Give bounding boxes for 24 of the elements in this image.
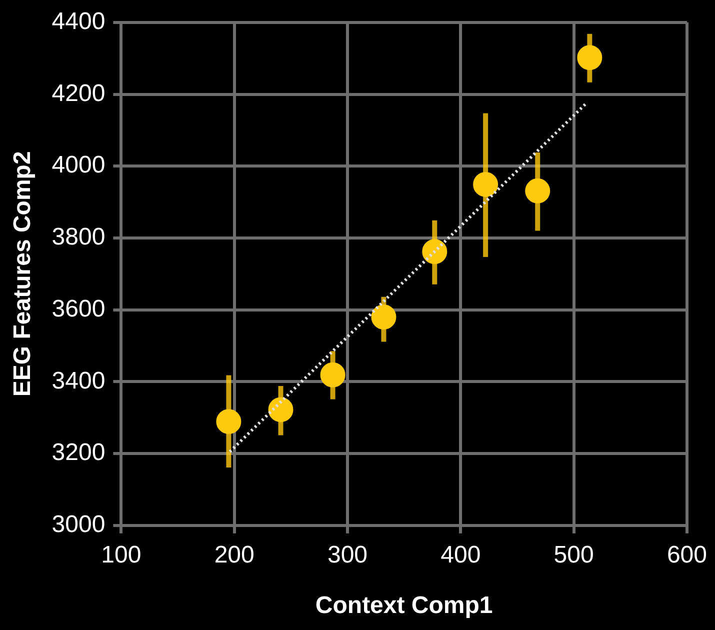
point <box>473 172 498 197</box>
point <box>525 178 550 204</box>
point <box>371 304 396 330</box>
y-tick-label: 3200 <box>52 439 106 466</box>
y-tick-label: 3000 <box>52 511 106 538</box>
y-tick-label: 4400 <box>52 8 106 36</box>
x-tick-label: 100 <box>101 541 142 568</box>
x-tick-label: 300 <box>327 541 368 568</box>
point <box>577 45 602 70</box>
y-axis-title: EEG Features Comp2 <box>9 151 36 397</box>
y-tick-label: 4200 <box>52 80 106 107</box>
point <box>320 362 346 388</box>
point <box>268 397 294 422</box>
y-tick-label: 3600 <box>52 295 106 322</box>
y-tick-label: 3800 <box>52 224 106 251</box>
x-tick-label: 500 <box>554 541 594 568</box>
x-tick-label: 200 <box>214 541 254 568</box>
point <box>216 409 242 434</box>
x-tick-label: 600 <box>666 541 707 568</box>
x-tick-label: 400 <box>440 541 481 568</box>
point <box>422 239 448 264</box>
y-tick-label: 4000 <box>52 152 106 179</box>
y-tick-label: 3400 <box>52 367 106 394</box>
x-axis-title: Context Comp1 <box>315 592 493 620</box>
